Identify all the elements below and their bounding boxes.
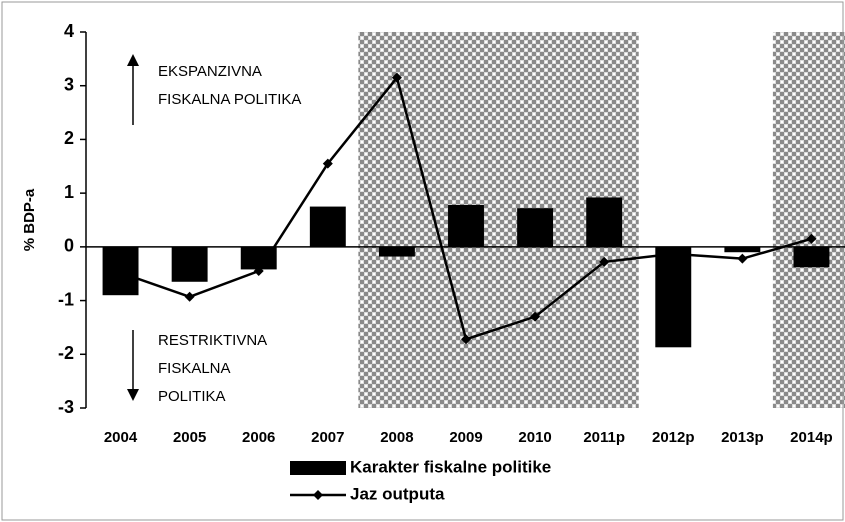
bar (724, 246, 761, 253)
bar (240, 246, 277, 270)
annotation: FISKALNA POLITIKA (158, 91, 301, 108)
annotation: POLITIKA (158, 388, 226, 405)
annotation: EKSPANZIVNA (158, 63, 262, 80)
marker (322, 158, 333, 169)
legend-label: Karakter fiskalne politike (350, 457, 551, 476)
bar (378, 246, 415, 257)
arrow-head (127, 389, 139, 401)
y-tick-label: 1 (64, 182, 74, 202)
marker (391, 72, 402, 83)
x-tick-label: 2014p (790, 429, 833, 446)
annotation: RESTRIKTIVNA (158, 332, 267, 349)
marker (184, 291, 195, 302)
legend-label: Jaz outputa (350, 484, 445, 503)
bar (171, 246, 208, 282)
arrow-head (127, 54, 139, 66)
marker (253, 266, 264, 277)
annotation: FISKALNA (158, 360, 231, 377)
bar (309, 206, 346, 247)
x-tick-label: 2006 (242, 429, 275, 446)
y-tick-label: 4 (64, 21, 74, 41)
x-tick-label: 2013p (721, 429, 764, 446)
y-tick-label: 0 (64, 236, 74, 256)
x-tick-label: 2010 (518, 429, 551, 446)
bar (586, 197, 623, 247)
marker (461, 334, 471, 345)
y-tick-label: 3 (64, 74, 74, 94)
marker (115, 267, 126, 278)
x-tick-label: 2012p (652, 429, 695, 446)
x-tick-label: 2007 (311, 429, 344, 446)
bar (517, 208, 554, 247)
marker (737, 253, 748, 264)
legend-swatch (290, 461, 346, 475)
marker (530, 311, 541, 322)
marker (668, 248, 679, 259)
bar (793, 246, 830, 268)
y-tick-label: 2 (64, 128, 74, 148)
y-axis-label: % BDP-a (21, 188, 38, 251)
y-tick-label: -2 (58, 343, 74, 363)
x-tick-label: 2005 (173, 429, 206, 446)
x-tick-label: 2009 (449, 429, 482, 446)
x-tick-label: 2004 (104, 429, 138, 446)
x-tick-label: 2008 (380, 429, 413, 446)
bar (655, 246, 692, 348)
x-tick-label: 2011p (583, 429, 625, 446)
shaded-band (772, 32, 845, 408)
bar (448, 204, 484, 247)
y-tick-label: -3 (58, 397, 74, 417)
marker (806, 233, 817, 244)
marker (599, 256, 610, 267)
y-tick-label: -1 (58, 289, 74, 309)
legend-marker (313, 490, 323, 500)
